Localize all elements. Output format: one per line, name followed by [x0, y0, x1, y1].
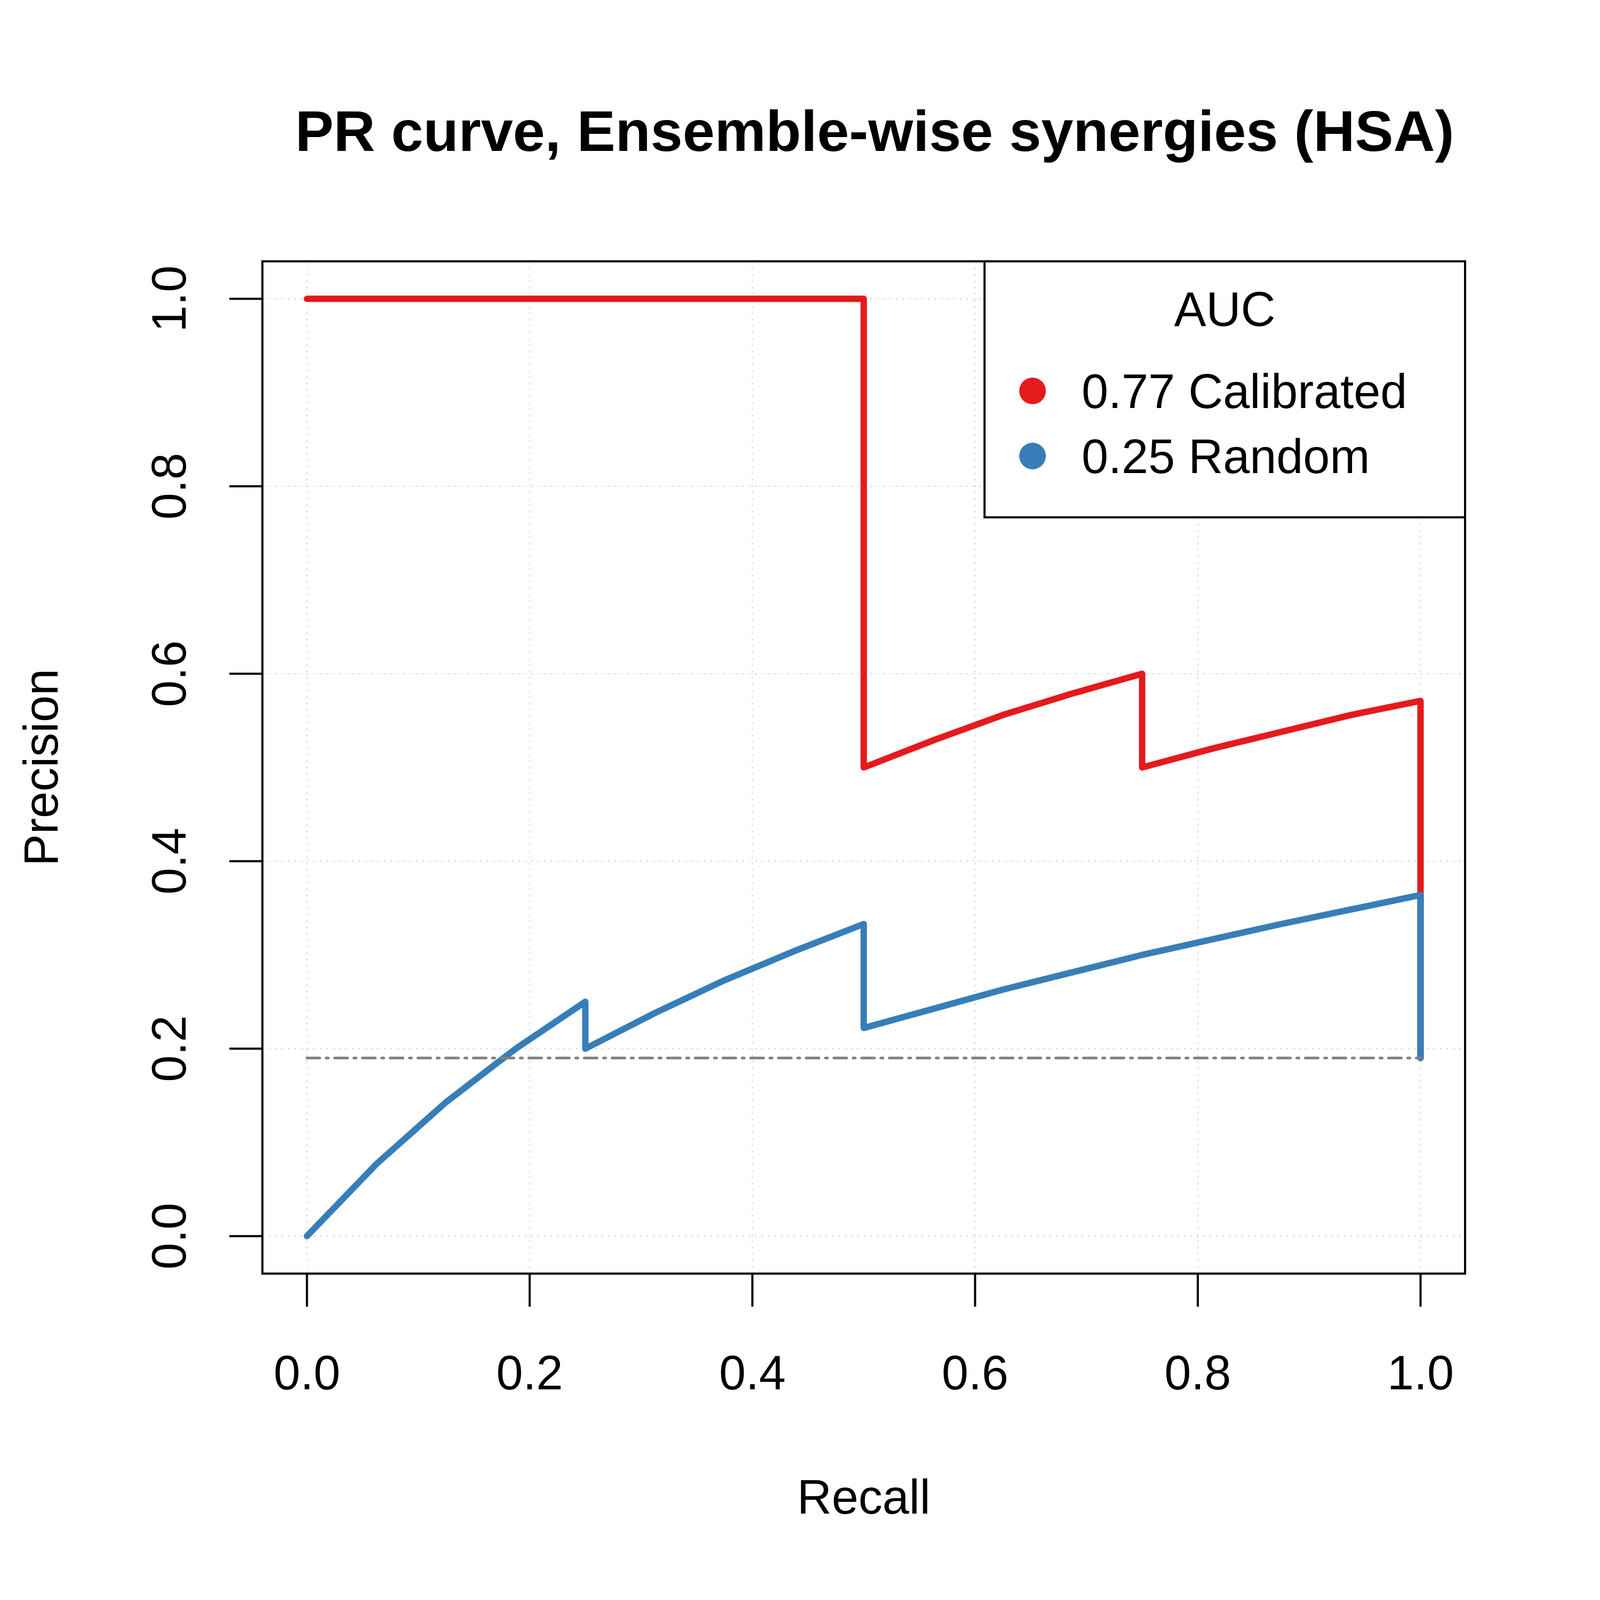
legend-marker [1019, 377, 1046, 405]
title: PR curve, Ensemble-wise synergies (HSA) [295, 98, 1455, 164]
y-tick-label: 0.0 [142, 1202, 196, 1270]
x-tick [1196, 1273, 1199, 1307]
legend-label: 0.77 Calibrated [1081, 364, 1407, 419]
y-tick-label: 1.0 [142, 265, 196, 333]
baseline [307, 1056, 1421, 1060]
plot-area [307, 298, 1421, 1236]
grid-line [306, 261, 308, 1274]
y-tick [229, 485, 263, 488]
grid-line [262, 860, 1466, 862]
x-tick [528, 1273, 531, 1307]
chart: PR curve, Ensemble-wise synergies (HSA) 0… [0, 0, 1600, 1600]
x-tick-label: 0.4 [718, 1346, 786, 1400]
y-axis-label: Precision [14, 668, 68, 867]
x-tick [973, 1273, 976, 1307]
legend-marker [1019, 442, 1046, 470]
x-tick [751, 1273, 754, 1307]
y-tick [229, 297, 263, 300]
pr-curve [307, 894, 1421, 1237]
grid-line [752, 261, 754, 1274]
grid-line [262, 1235, 1466, 1237]
x-tick-label: 0.8 [1164, 1346, 1231, 1400]
grid-line [529, 261, 531, 1274]
grid-line [974, 261, 976, 1274]
x-tick [306, 1273, 309, 1307]
y-tick [229, 1047, 263, 1050]
x-tick [1419, 1273, 1422, 1307]
y-tick-label: 0.6 [142, 640, 196, 708]
y-tick-label: 0.2 [142, 1015, 196, 1083]
legend-title: AUC [1173, 282, 1276, 336]
x-tick-label: 0.0 [273, 1346, 341, 1400]
x-tick-label: 1.0 [1387, 1346, 1454, 1400]
y-tick [229, 860, 263, 863]
legend-label: 0.25 Random [1081, 429, 1370, 484]
x-axis-label: Recall [796, 1470, 931, 1524]
x-axis [307, 1272, 1421, 1275]
legend [984, 261, 1466, 518]
grid-line [262, 1048, 1466, 1050]
y-tick [229, 1235, 263, 1238]
y-tick [229, 672, 263, 675]
y-tick-label: 0.8 [142, 452, 196, 520]
x-tick-label: 0.6 [941, 1346, 1009, 1400]
y-tick-label: 0.4 [142, 827, 196, 895]
x-tick-label: 0.2 [496, 1346, 564, 1400]
frame [262, 261, 1466, 1274]
